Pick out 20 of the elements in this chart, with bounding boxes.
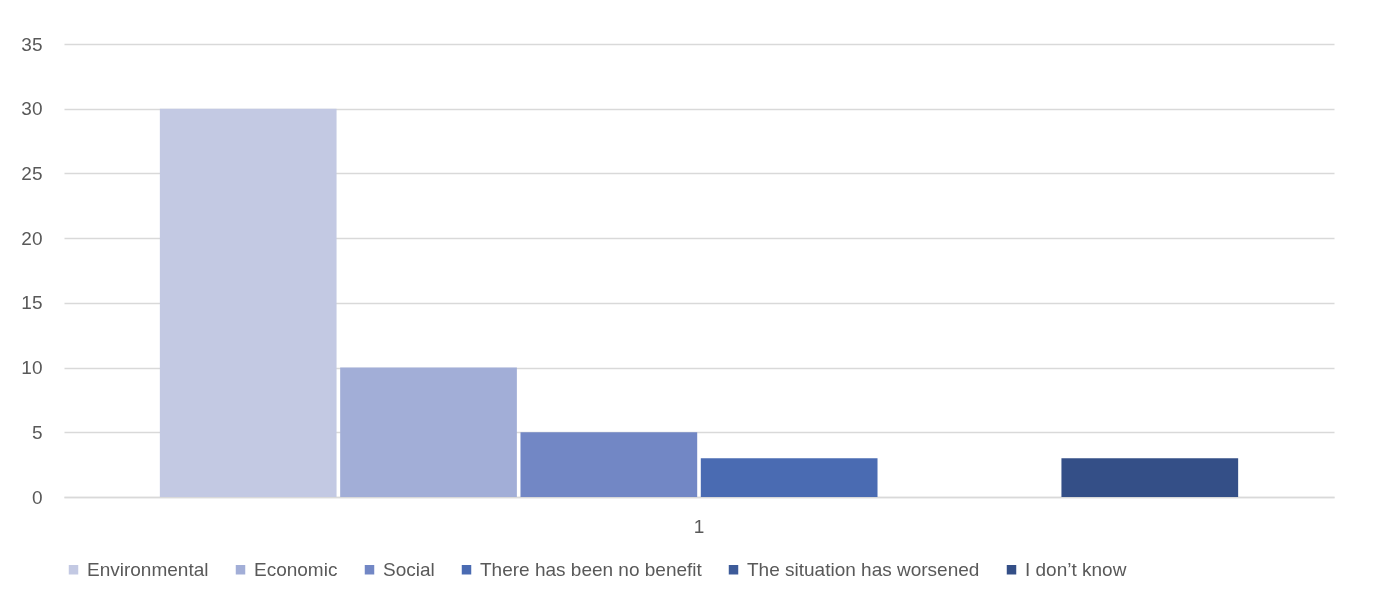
legend-label: Environmental bbox=[87, 558, 209, 580]
bar bbox=[520, 432, 698, 497]
bar bbox=[159, 108, 337, 497]
bar bbox=[700, 458, 878, 497]
x-tick-label: 1 bbox=[693, 515, 705, 537]
y-tick-label: 10 bbox=[21, 357, 43, 379]
legend-label: The situation has worsened bbox=[747, 558, 980, 580]
y-tick-label: 5 bbox=[31, 421, 43, 443]
y-tick-label: 35 bbox=[21, 33, 43, 55]
y-tick-label: 20 bbox=[21, 227, 43, 249]
bar bbox=[1061, 458, 1239, 497]
y-tick-label: 0 bbox=[31, 486, 43, 508]
legend-label: Social bbox=[383, 558, 435, 580]
legend-label: Economic bbox=[254, 558, 338, 580]
y-tick-label: 25 bbox=[21, 162, 43, 184]
y-tick-label: 30 bbox=[21, 98, 43, 120]
bar bbox=[340, 367, 517, 497]
legend-label: There has been no benefit bbox=[480, 558, 703, 580]
y-tick-label: 15 bbox=[21, 292, 43, 314]
legend-label: I don’t know bbox=[1025, 558, 1127, 580]
